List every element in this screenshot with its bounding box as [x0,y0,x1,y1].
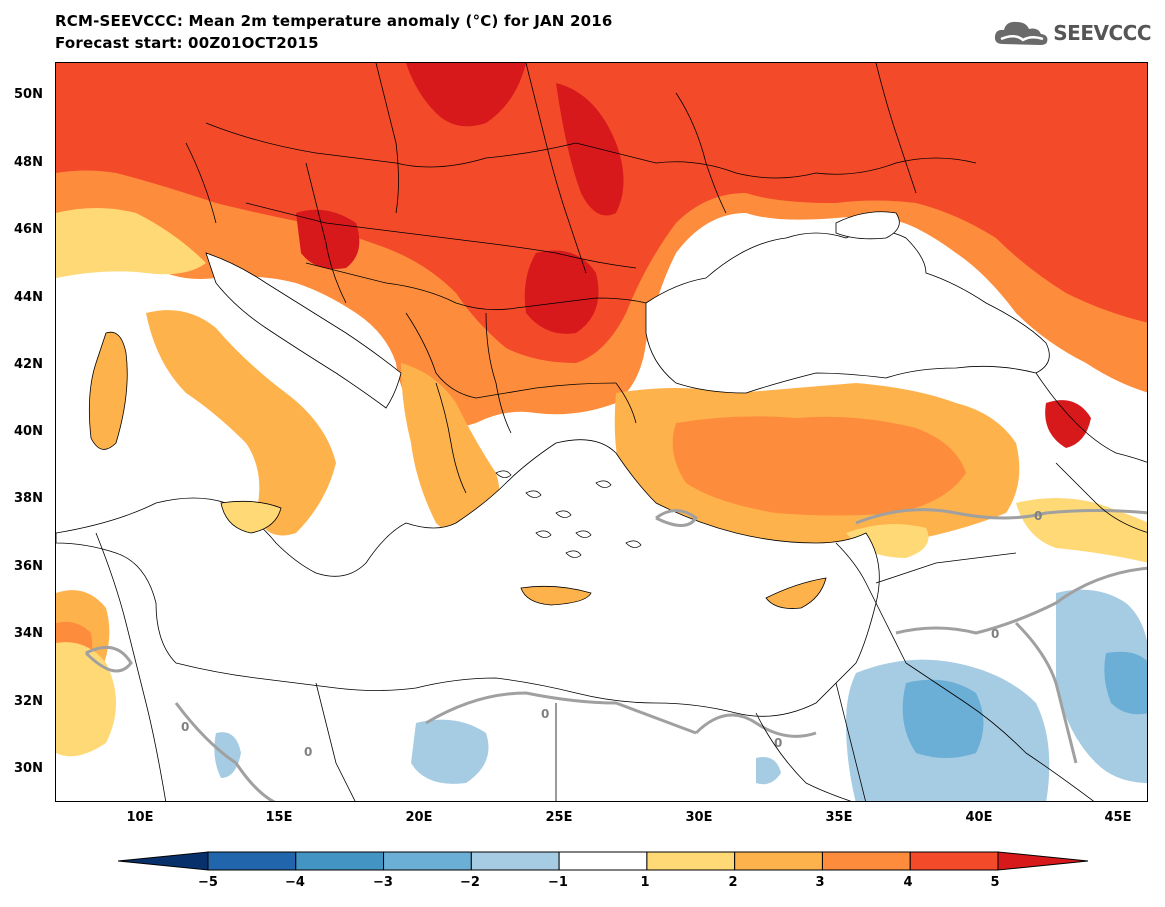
colorbar-swatch [383,851,472,871]
anomaly-map: 0 0 0 0 0 0 [55,62,1148,802]
cloud-logo-icon [995,21,1048,45]
colorbar-swatch [734,851,823,871]
colorbar-swatch [207,851,297,871]
colorbar-label: 5 [990,875,1000,890]
lat-label: 32N [14,694,43,709]
colorbar-swatch [821,851,911,871]
colorbar-label: −4 [285,875,305,890]
zero-contours [84,508,1147,801]
colorbar-swatch [646,851,736,871]
lon-label: 40E [965,810,993,825]
adriatic-sea [205,252,402,409]
black-sea [645,230,1050,394]
colorbar-label: 3 [815,875,825,890]
map-subtitle: Forecast start: 00Z01OCT2015 [55,34,319,52]
island-corsica-sardinia [88,331,128,450]
map-canvas: 0 0 0 0 0 0 [56,63,1147,801]
colorbar [118,851,1088,871]
lon-label: 20E [405,810,433,825]
colorbar-label: −1 [548,875,568,890]
colorbar-high-triangle [997,851,1088,871]
lat-label: 30N [14,761,43,776]
map-title: RCM-SEEVCCC: Mean 2m temperature anomaly… [55,12,613,30]
contour-label: 0 [181,720,189,734]
contour-label: 0 [991,627,999,641]
colorbar-low-triangle [118,851,209,871]
lon-label: 30E [685,810,713,825]
lon-label: 45E [1104,810,1132,825]
colorbar-swatch [470,851,560,871]
mediterranean-sea [56,439,880,717]
colorbar-label: 1 [640,875,650,890]
colorbar-swatch [295,851,385,871]
lat-label: 40N [14,424,43,439]
country-borders [95,63,1147,801]
lat-label: 42N [14,357,43,372]
colorbar-label: 4 [903,875,913,890]
lat-label: 46N [14,222,43,237]
seevccc-logo: SEEVCCC [993,18,1151,48]
island-sicily [220,500,282,534]
lat-label: 44N [14,290,43,305]
island-crete [520,585,592,606]
aegean-islands [495,470,642,558]
contour-label: 0 [304,745,312,759]
colorbar-swatch [558,851,648,871]
lon-label: 25E [545,810,573,825]
lon-label: 15E [265,810,293,825]
lat-label: 48N [14,155,43,170]
cold-anomaly-field [214,589,1147,801]
lat-label: 34N [14,626,43,641]
contour-label: 0 [541,707,549,721]
contour-label: 0 [774,736,782,750]
logo-text: SEEVCCC [1053,21,1151,45]
contour-label: 0 [1034,509,1042,523]
lon-label: 35E [825,810,853,825]
lon-label: 10E [126,810,154,825]
colorbar-swatch [909,851,999,871]
sea-of-azov [835,211,900,240]
lat-label: 50N [14,87,43,102]
lat-label: 36N [14,559,43,574]
colorbar-label: −2 [460,875,480,890]
colorbar-label: −3 [373,875,393,890]
island-cyprus [765,577,827,609]
lat-label: 38N [14,491,43,506]
warm-anomaly-field [56,63,1147,448]
colorbar-label: 2 [728,875,738,890]
colorbar-label: −5 [198,875,218,890]
